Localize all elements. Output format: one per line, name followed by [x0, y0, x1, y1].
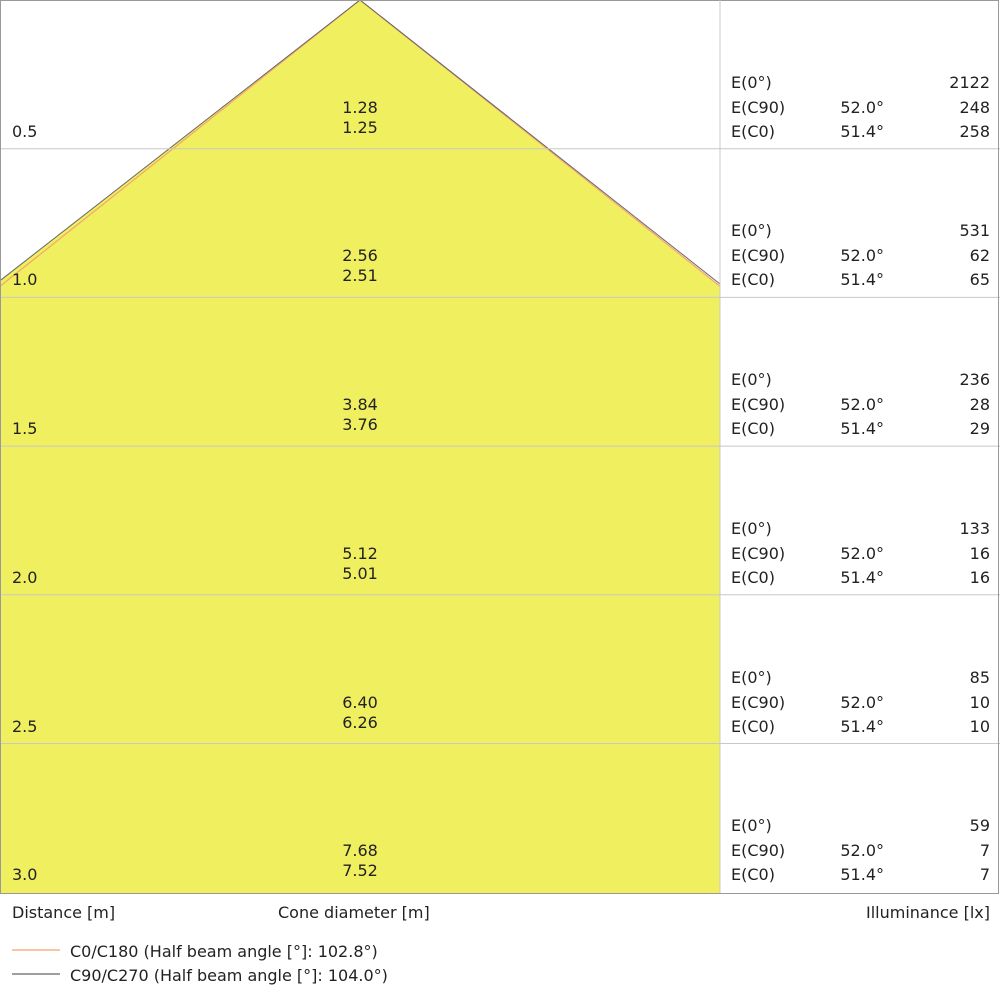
illuminance-label: E(C0) [731, 419, 775, 439]
distance-label: 0.5 [12, 121, 38, 141]
angle-c90: 52.0° [840, 543, 884, 563]
illuminance-value: 59 [969, 816, 990, 836]
illuminance-label: E(C0) [731, 865, 775, 885]
diameter-c0: 3.76 [342, 415, 378, 435]
angle-c90: 52.0° [840, 246, 884, 266]
illuminance-label: E(C90) [731, 395, 786, 415]
diameter-c90: 2.56 [342, 246, 378, 266]
illuminance-value: 133 [959, 518, 990, 538]
illuminance-label: E(C90) [731, 246, 786, 266]
diameter-c90: 3.84 [342, 395, 378, 415]
illuminance-value: 29 [969, 419, 990, 439]
illuminance-value: 62 [969, 246, 990, 266]
angle-c0: 51.4° [840, 716, 884, 736]
distance-label: 2.5 [12, 716, 38, 736]
illuminance-label: E(0°) [731, 518, 772, 538]
illuminance-value: 258 [959, 121, 990, 141]
diameter-c90: 1.28 [342, 97, 378, 117]
distance-label: 1.0 [12, 270, 38, 290]
illuminance-value: 248 [959, 97, 990, 117]
illuminance-value: 16 [969, 567, 990, 587]
illuminance-value: 236 [959, 370, 990, 390]
angle-c90: 52.0° [840, 841, 884, 861]
illuminance-label: E(C90) [731, 543, 786, 563]
diameter-c0: 6.26 [342, 712, 378, 732]
illuminance-value: 10 [969, 716, 990, 736]
illuminance-label: E(0°) [731, 72, 772, 92]
diameter-c0: 5.01 [342, 563, 378, 583]
illuminance-value: 16 [969, 543, 990, 563]
angle-c0: 51.4° [840, 270, 884, 290]
angle-c0: 51.4° [840, 121, 884, 141]
illuminance-label: E(C0) [731, 121, 775, 141]
c90-cone-line-left [0, 0, 361, 282]
illuminance-value: 10 [969, 692, 990, 712]
illuminance-label: E(C90) [731, 97, 786, 117]
c0-cone-line-left [0, 0, 361, 287]
diameter-c90: 5.12 [342, 543, 378, 563]
diameter-c0: 7.52 [342, 861, 378, 881]
illuminance-label: E(0°) [731, 221, 772, 241]
diameter-c90: 7.68 [342, 841, 378, 861]
illuminance-value: 65 [969, 270, 990, 290]
legend-c0: C0/C180 (Half beam angle [°]: 102.8°) [70, 942, 378, 961]
illuminance-label: E(C0) [731, 270, 775, 290]
illuminance-value: 2122 [949, 72, 990, 92]
angle-c90: 52.0° [840, 97, 884, 117]
angle-c0: 51.4° [840, 865, 884, 885]
distance-label: 2.0 [12, 567, 38, 587]
diameter-c0: 1.25 [342, 117, 378, 137]
illuminance-value: 85 [969, 667, 990, 687]
illuminance-label: E(0°) [731, 816, 772, 836]
distance-label: 3.0 [12, 865, 38, 885]
angle-c0: 51.4° [840, 419, 884, 439]
illuminance-label: E(C0) [731, 567, 775, 587]
distance-axis-label: Distance [m] [12, 903, 116, 922]
angle-c90: 52.0° [840, 692, 884, 712]
illuminance-value: 531 [959, 221, 990, 241]
illuminance-label: E(C90) [731, 692, 786, 712]
diameter-c0: 2.51 [342, 266, 378, 286]
illuminance-axis-label: Illuminance [lx] [866, 903, 990, 922]
illuminance-value: 28 [969, 395, 990, 415]
legend-c90: C90/C270 (Half beam angle [°]: 104.0°) [70, 966, 388, 985]
diameter-axis-label: Cone diameter [m] [278, 903, 430, 922]
frame [0, 0, 999, 894]
diameter-c90: 6.40 [342, 692, 378, 712]
angle-c0: 51.4° [840, 567, 884, 587]
illuminance-label: E(C0) [731, 716, 775, 736]
illuminance-value: 7 [979, 865, 990, 885]
illuminance-label: E(0°) [731, 667, 772, 687]
c90-cone-line-right [359, 0, 721, 285]
illuminance-value: 7 [979, 841, 990, 861]
angle-c90: 52.0° [840, 395, 884, 415]
illuminance-label: E(0°) [731, 370, 772, 390]
distance-label: 1.5 [12, 419, 38, 439]
illuminance-label: E(C90) [731, 841, 786, 861]
